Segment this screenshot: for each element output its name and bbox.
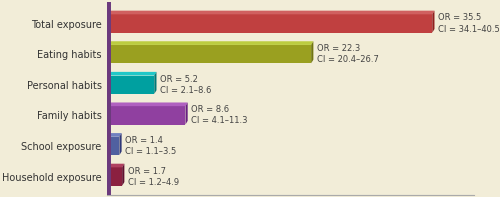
Polygon shape — [122, 164, 124, 186]
Bar — [106, 106, 186, 125]
Polygon shape — [106, 133, 122, 137]
Bar — [106, 75, 154, 94]
Text: OR = 8.6
CI = 4.1–11.3: OR = 8.6 CI = 4.1–11.3 — [192, 105, 248, 125]
Text: OR = 22.3
CI = 20.4–26.7: OR = 22.3 CI = 20.4–26.7 — [317, 44, 379, 64]
Polygon shape — [311, 41, 314, 63]
Polygon shape — [186, 102, 188, 125]
Text: OR = 1.4
CI = 1.1–3.5: OR = 1.4 CI = 1.1–3.5 — [126, 136, 176, 156]
Polygon shape — [106, 102, 188, 106]
Bar — [106, 167, 122, 186]
Text: OR = 1.7
CI = 1.2–4.9: OR = 1.7 CI = 1.2–4.9 — [128, 166, 179, 187]
Bar — [106, 14, 432, 33]
Text: OR = 5.2
CI = 2.1–8.6: OR = 5.2 CI = 2.1–8.6 — [160, 75, 212, 95]
Bar — [106, 45, 311, 63]
Polygon shape — [106, 72, 156, 75]
Polygon shape — [154, 72, 156, 94]
Polygon shape — [432, 11, 434, 33]
Polygon shape — [106, 11, 434, 14]
Bar — [106, 137, 120, 155]
Polygon shape — [120, 133, 122, 155]
Polygon shape — [106, 164, 124, 167]
Text: OR = 35.5
CI = 34.1–40.5: OR = 35.5 CI = 34.1–40.5 — [438, 13, 500, 33]
Polygon shape — [106, 41, 314, 45]
